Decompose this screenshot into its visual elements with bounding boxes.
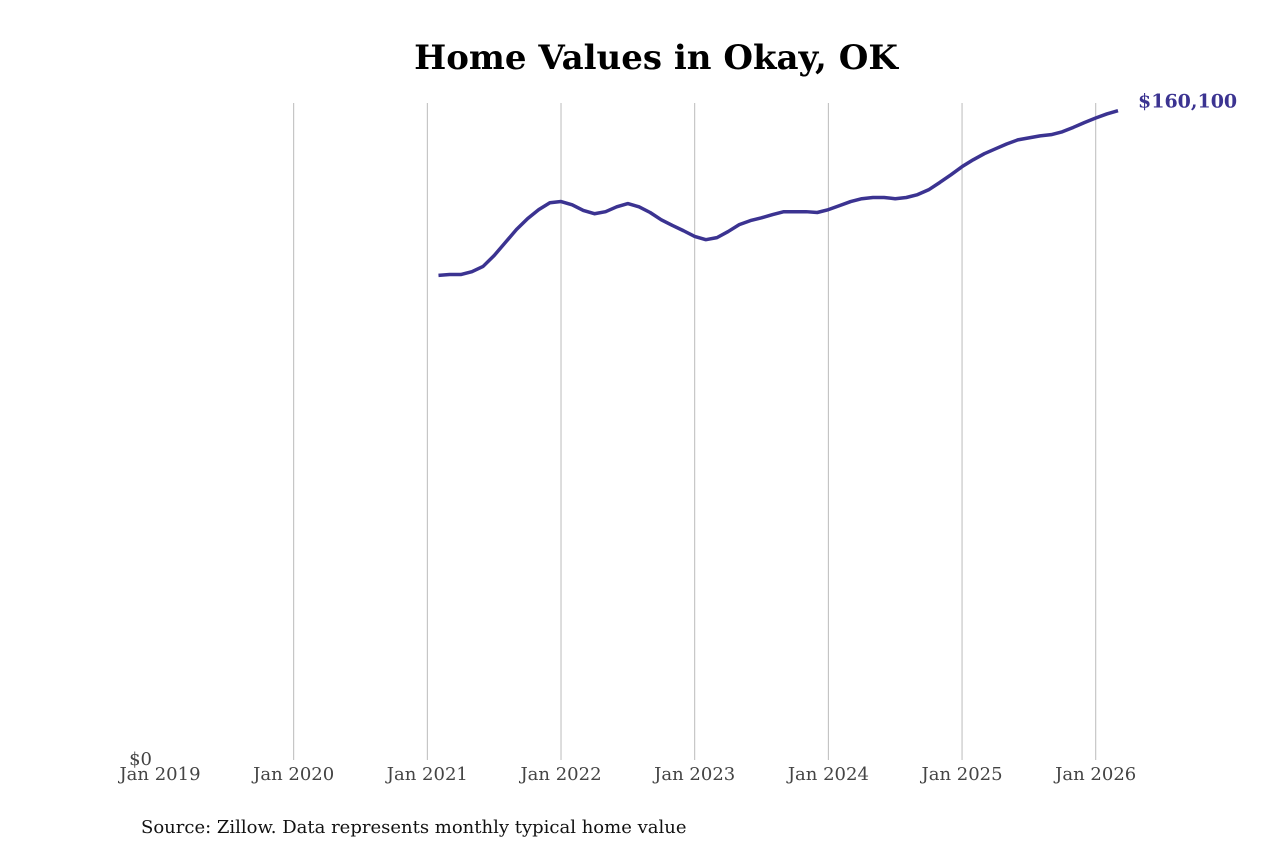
y-tick-label: $0 xyxy=(129,749,152,770)
x-tick-label: Jan 2021 xyxy=(385,764,468,785)
end-value-label: $160,100 xyxy=(1138,91,1237,113)
line xyxy=(438,109,1119,278)
chart-title: Home Values in Okay, OK xyxy=(414,38,899,78)
x-tick-label: Jan 2019 xyxy=(117,764,200,785)
x-tick-label: Jan 2024 xyxy=(786,764,869,785)
x-tick-label: Jan 2023 xyxy=(652,764,735,785)
x-tick-label: Jan 2025 xyxy=(920,764,1003,785)
x-tick-label: Jan 2022 xyxy=(518,764,601,785)
x-tick-label: Jan 2026 xyxy=(1053,764,1136,785)
source-note: Source: Zillow. Data represents monthly … xyxy=(141,817,687,838)
x-tick-label: Jan 2020 xyxy=(251,764,334,785)
